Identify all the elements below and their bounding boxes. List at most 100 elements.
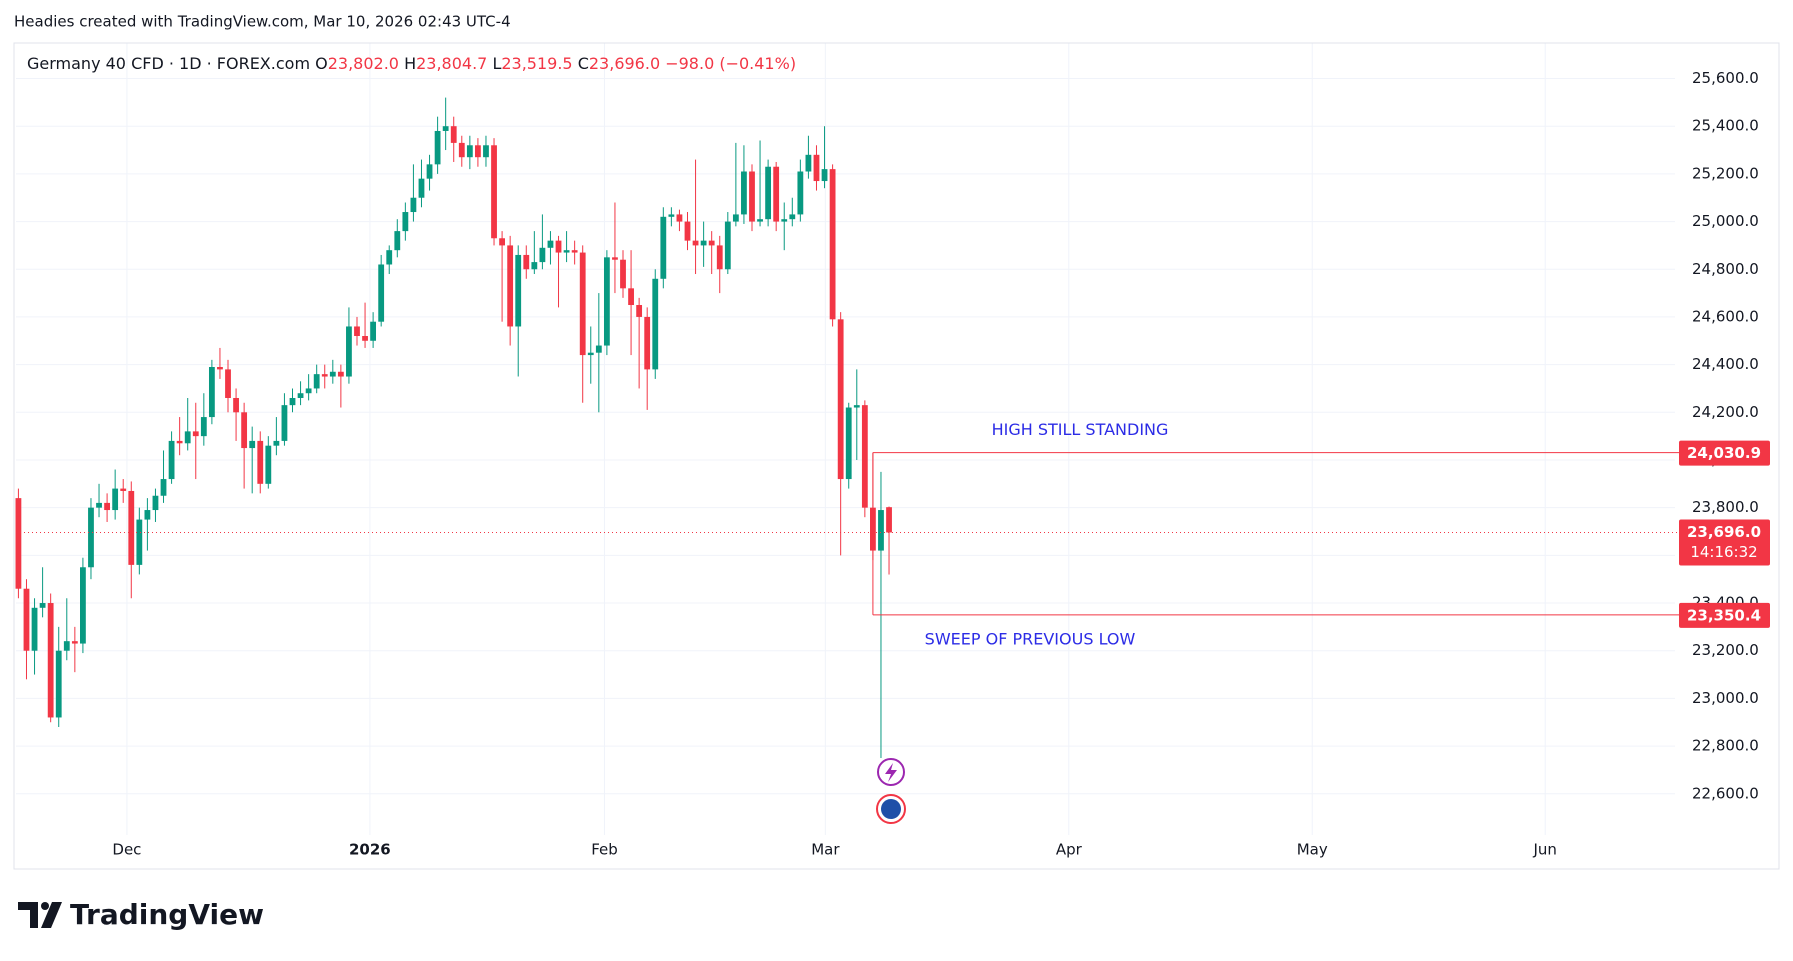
candle-body: [362, 336, 368, 341]
x-tick-label: Jun: [1532, 841, 1556, 859]
brand: TradingView: [70, 898, 264, 931]
price-label: 23,350.4: [1687, 606, 1761, 624]
candle-body: [700, 240, 707, 246]
annotation: HIGH STILL STANDING: [992, 420, 1169, 439]
legend-key: O: [315, 54, 328, 73]
logo-shape: [18, 902, 38, 928]
candle-body: [620, 259, 626, 289]
candle-body: [724, 221, 731, 270]
legend-title: Germany 40 CFD · 1D · FOREX.com: [27, 54, 310, 73]
candle-body: [821, 169, 828, 182]
brand-logo: TradingView: [18, 898, 264, 931]
candle-body: [878, 510, 884, 551]
candle-body: [563, 250, 570, 253]
event-icons: [876, 758, 906, 824]
candle-body: [571, 250, 578, 253]
candle-body: [483, 145, 489, 158]
candle-body: [112, 488, 119, 511]
x-tick-label: Mar: [811, 841, 840, 859]
candle-body: [337, 371, 344, 377]
logo-shape: [41, 902, 49, 910]
last-price-box: [1679, 519, 1770, 566]
y-tick-label: 22,800.0: [1692, 737, 1759, 755]
candle-body: [39, 603, 46, 608]
y-tick-label: 24,600.0: [1692, 307, 1759, 325]
candle-body: [394, 231, 401, 251]
candle-body: [547, 240, 554, 248]
y-tick-label: 23,000.0: [1692, 689, 1759, 707]
eu-flag: [881, 799, 901, 819]
candle-body: [321, 374, 328, 377]
candle-body: [152, 495, 159, 511]
candle-body: [402, 212, 409, 232]
candle-body: [192, 431, 199, 437]
candle-body: [676, 214, 683, 222]
candle-body: [781, 219, 788, 222]
y-tick-label: 23,800.0: [1692, 498, 1759, 516]
candle-body: [652, 278, 659, 370]
legend-key: H: [404, 54, 416, 73]
candle-body: [845, 407, 852, 480]
candle-body: [104, 502, 110, 511]
y-tick-label: 25,400.0: [1692, 117, 1759, 135]
y-tick-label: 23,200.0: [1692, 641, 1759, 659]
candle-body: [225, 369, 231, 398]
candle-body: [555, 240, 562, 253]
candle-body: [475, 145, 481, 158]
candle-body: [184, 431, 191, 444]
legend-change: −98.0 (−0.41%): [665, 54, 796, 73]
candle-body: [434, 130, 441, 165]
candle-body: [144, 510, 151, 520]
candle-body: [410, 197, 417, 213]
countdown-label: 14:16:32: [1690, 543, 1757, 561]
x-tick-label: 2026: [349, 841, 391, 859]
candle-body: [249, 440, 256, 449]
candle-body: [612, 257, 618, 260]
candle-body: [507, 245, 514, 327]
candle-body: [63, 641, 70, 651]
candle-body: [80, 567, 86, 644]
candle-body: [168, 440, 175, 480]
candle-body: [539, 247, 546, 263]
candle-body: [426, 164, 433, 179]
candle-body: [136, 519, 143, 565]
pane-border: [13, 42, 1780, 870]
candle-body: [668, 214, 675, 217]
candle-body: [797, 171, 804, 215]
legend-key: L: [492, 54, 501, 73]
candle-body: [660, 216, 667, 279]
candle-body: [442, 126, 449, 131]
candle-body: [636, 305, 643, 317]
candle-body: [708, 240, 715, 246]
last-price-label: 23,696.0: [1687, 523, 1761, 541]
candle-body: [805, 154, 812, 172]
candle-body: [595, 345, 602, 353]
candle-body: [208, 367, 215, 418]
candle-body: [88, 507, 94, 568]
candle-body: [716, 245, 723, 270]
candle-body: [789, 214, 796, 220]
candle-body: [370, 321, 377, 341]
candle-body: [450, 126, 457, 143]
legend: Germany 40 CFD · 1D · FOREX.com O23,802.…: [27, 54, 796, 73]
candle-body: [829, 169, 836, 320]
candle-body: [499, 238, 505, 246]
candle-body: [160, 479, 167, 496]
legend-value: 23,804.7: [416, 54, 487, 73]
y-tick-label: 25,200.0: [1692, 164, 1759, 182]
candle-body: [765, 166, 772, 220]
event-icon-bolt: [885, 763, 897, 782]
candle-body: [458, 142, 465, 158]
candle-body: [773, 166, 780, 222]
candle-body: [732, 214, 739, 222]
logo-shape: [41, 902, 62, 928]
candle-body: [305, 388, 312, 394]
candle-body: [531, 262, 538, 270]
x-tick-label: Feb: [591, 841, 618, 859]
candle-body: [217, 367, 223, 370]
candle-body: [346, 326, 352, 377]
candle-body: [23, 588, 30, 651]
candle-body: [120, 488, 127, 491]
x-tick-label: Dec: [112, 841, 141, 859]
candle-body: [273, 440, 280, 446]
